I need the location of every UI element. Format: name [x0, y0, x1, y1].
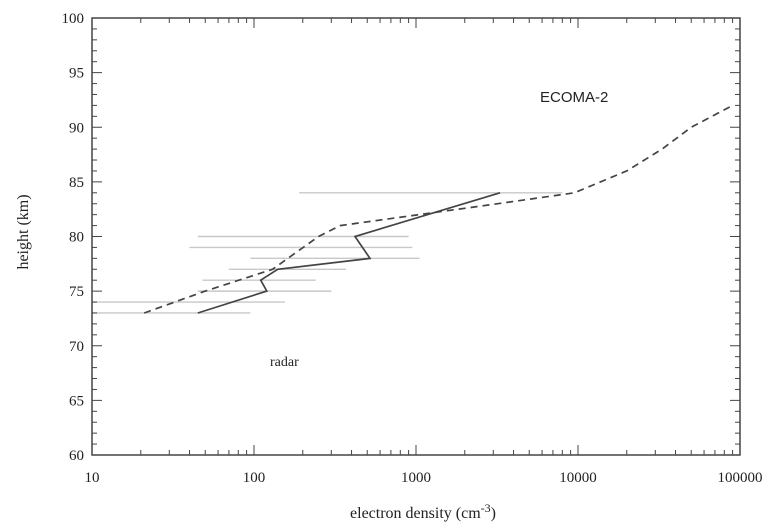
- series-line-dashed: [143, 104, 733, 314]
- x-tick-label: 10: [85, 470, 100, 486]
- series-lines: [143, 104, 733, 314]
- x-tick-labels: 10 100 1000 10000 100000: [85, 470, 763, 486]
- y-tick-label: 70: [69, 339, 84, 355]
- plot-frame: [91, 17, 741, 456]
- annotation-radar: radar: [270, 355, 299, 370]
- x-tick-label: 100000: [718, 470, 763, 486]
- annotation-ecoma: ECOMA-2: [540, 89, 608, 106]
- x-tick-label: 100: [243, 470, 266, 486]
- y-axis-title: height (km): [15, 194, 32, 269]
- x-axis-title-exponent: -3: [481, 501, 491, 515]
- y-tick-label: 75: [69, 284, 84, 300]
- axis-ticks: [91, 17, 741, 456]
- error-bars: [92, 192, 563, 314]
- y-tick-label: 85: [69, 175, 84, 191]
- x-axis-title-main: electron density (cm: [350, 505, 481, 522]
- y-tick-label: 95: [69, 66, 84, 82]
- x-axis-title-suffix: ): [491, 505, 496, 522]
- y-tick-label: 65: [69, 393, 84, 409]
- x-tick-label: 10000: [559, 470, 597, 486]
- y-tick-label: 90: [69, 120, 84, 136]
- y-tick-label: 80: [69, 230, 84, 246]
- y-tick-label: 60: [69, 448, 84, 464]
- series-line-solid: [197, 191, 501, 314]
- x-axis-title: electron density (cm-3): [350, 501, 496, 522]
- x-tick-label: 1000: [401, 470, 431, 486]
- y-tick-labels: 60 65 70 75 80 85 90 95 100: [62, 11, 85, 464]
- y-tick-label: 100: [62, 11, 85, 27]
